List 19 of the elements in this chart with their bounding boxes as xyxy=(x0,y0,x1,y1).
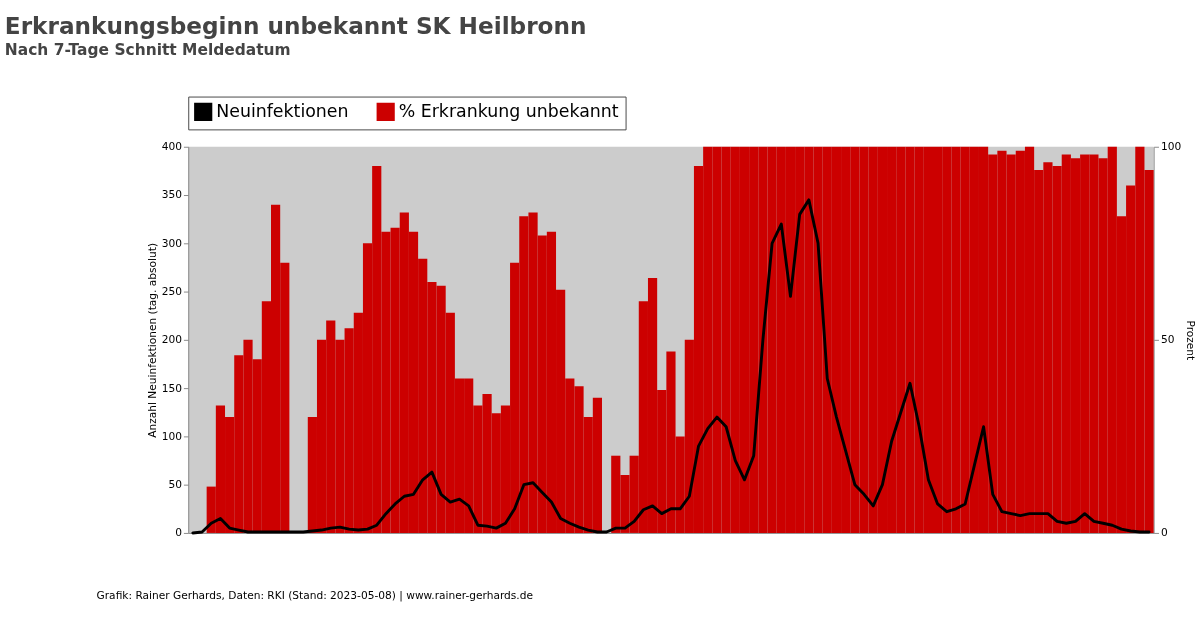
text: Grafik: Rainer Gerhards, Daten: RKI (Stand: 2023-05-08) | www.rainer-gerhards.de xyxy=(96,588,533,602)
y2-tick-label: 0 xyxy=(1160,526,1168,540)
y-tick-label: 250 xyxy=(161,284,183,298)
y-axis-title: Anzahl Neuinfektionen (tag. absolut) xyxy=(145,242,159,438)
y2-axis-title: Prozent xyxy=(1183,320,1197,361)
y-tick-label: 100 xyxy=(161,429,183,443)
y2-tick-label: 50 xyxy=(1160,333,1175,347)
y-tick-label: 350 xyxy=(161,188,183,202)
y2-tick-label: 100 xyxy=(1160,140,1182,154)
y-tick-label: 50 xyxy=(168,478,183,492)
y-tick-label: 200 xyxy=(161,333,183,347)
y-tick-label: 400 xyxy=(161,140,183,154)
chart-subtitle: Nach 7-Tage Schnitt Meldedatum xyxy=(4,40,291,59)
legend-label: Neuinfektionen xyxy=(216,100,349,121)
y-tick-label: 150 xyxy=(161,381,183,395)
legend-label: % Erkrankung unbekannt xyxy=(398,100,619,121)
y-tick-label: 300 xyxy=(161,236,183,250)
chart-title: Erkrankungsbeginn unbekannt SK Heilbronn xyxy=(4,13,587,40)
y-tick-label: 0 xyxy=(175,526,183,540)
